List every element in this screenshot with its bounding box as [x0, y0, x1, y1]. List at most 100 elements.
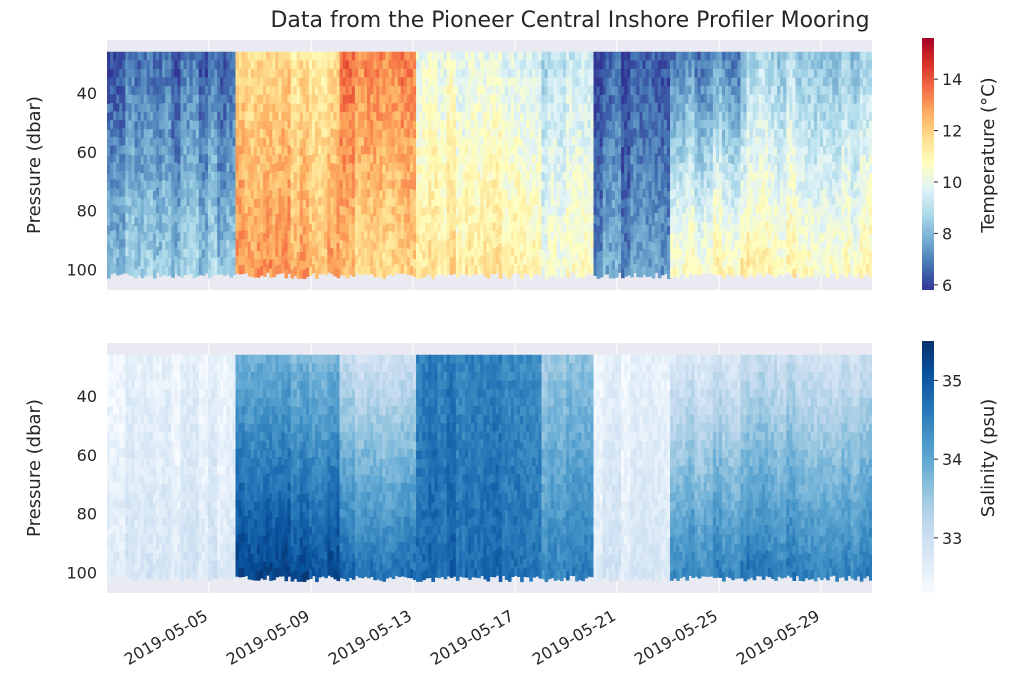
temperature-cell [535, 204, 540, 214]
temperature-cell [498, 95, 503, 105]
temperature-cell [507, 86, 512, 96]
temperature-cell [174, 153, 178, 164]
temperature-cell [657, 60, 662, 70]
temperature-cell [201, 232, 206, 242]
temperature-cell [168, 257, 172, 268]
temperature-cell [403, 265, 408, 275]
temperature-cell [143, 120, 148, 130]
temperature-cell [455, 121, 460, 131]
temperature-cell [107, 208, 111, 218]
temperature-cell [266, 170, 270, 180]
temperature-cell [660, 137, 665, 147]
temperature-cell [642, 231, 647, 241]
temperature-cell [207, 69, 212, 79]
temperature-cell [113, 230, 117, 240]
temperature-cell [342, 206, 347, 216]
temperature-cell [195, 60, 200, 70]
temperature-cell [611, 156, 616, 166]
temperature-cell [449, 257, 454, 267]
temperature-cell [360, 103, 365, 113]
temperature-cell [379, 147, 383, 157]
temperature-cell [553, 207, 558, 218]
temperature-cell [608, 121, 613, 131]
temperature-cell [639, 60, 644, 70]
temperature-cell [128, 214, 133, 224]
temperature-cell [489, 188, 494, 198]
temperature-cell [357, 162, 362, 173]
temperature-cell [116, 60, 120, 70]
temperature-cell [296, 225, 301, 236]
temperature-cell [287, 196, 292, 206]
temperature-cell [517, 119, 521, 130]
temperature-cell [312, 221, 316, 231]
temperature-cell [685, 77, 689, 88]
temperature-cell [195, 206, 200, 217]
temperature-cell [428, 214, 432, 224]
temperature-cell [605, 179, 610, 190]
temperature-cell [214, 232, 218, 242]
temperature-cell [419, 173, 423, 183]
temperature-cell [676, 164, 680, 174]
temperature-cell [119, 231, 123, 241]
temperature-cell [520, 208, 524, 219]
temperature-cell [312, 60, 316, 70]
temperature-cell [523, 111, 527, 121]
temperature-cell [636, 233, 641, 243]
temperature-cell [302, 138, 307, 149]
temperature-cell [400, 145, 405, 155]
temperature-cell [642, 154, 647, 164]
temperature-cell [654, 178, 659, 189]
temperature-cell [183, 240, 188, 250]
temperature-cell [569, 196, 573, 206]
temperature-cell [596, 60, 601, 70]
temperature-cell [370, 68, 374, 78]
temperature-cell [149, 189, 154, 199]
temperature-cell [232, 86, 237, 96]
temperature-cell [541, 60, 546, 70]
temperature-cell [471, 179, 475, 189]
temperature-cell [648, 232, 653, 242]
temperature-cell [131, 224, 136, 234]
temperature-cell [235, 85, 240, 95]
temperature-cell [409, 60, 414, 70]
temperature-cell [125, 153, 130, 164]
temperature-cell [140, 208, 145, 218]
temperature-cell [373, 224, 377, 234]
temperature-cell [682, 128, 686, 138]
temperature-cell [107, 130, 111, 140]
temperature-cell [566, 147, 570, 157]
temperature-cell [256, 51, 261, 62]
temperature-cell [495, 195, 500, 205]
temperature-cell [657, 112, 662, 122]
temperature-cell [198, 205, 203, 216]
temperature-cell [666, 182, 671, 192]
temperature-cell [682, 196, 686, 206]
temperature-cell [263, 181, 267, 191]
temperature-cell [186, 240, 191, 250]
temperature-cell [440, 137, 445, 147]
temperature-cell [605, 94, 610, 104]
temperature-cell [559, 208, 564, 218]
temperature-cell [354, 264, 359, 274]
temperature-cell [253, 121, 258, 131]
temperature-cell [458, 264, 463, 274]
temperature-cell [532, 128, 536, 138]
temperature-cell [312, 102, 316, 112]
temperature-cell [149, 137, 154, 147]
temperature-cell [618, 229, 622, 239]
temperature-cell [569, 238, 573, 248]
temperature-cell [507, 182, 512, 192]
temperature-cell [149, 172, 154, 182]
temperature-cell [663, 145, 668, 155]
temperature-cell [636, 94, 641, 105]
temperature-cell [165, 77, 169, 87]
temperature-cell [159, 259, 163, 269]
temperature-cell [526, 222, 530, 232]
temperature-cell [513, 102, 518, 112]
temperature-cell [385, 129, 390, 139]
temperature-cell [201, 154, 206, 165]
temperature-cell [207, 269, 212, 279]
temperature-cell [360, 94, 365, 104]
temperature-cell [373, 146, 377, 157]
temperature-cell [159, 77, 163, 87]
